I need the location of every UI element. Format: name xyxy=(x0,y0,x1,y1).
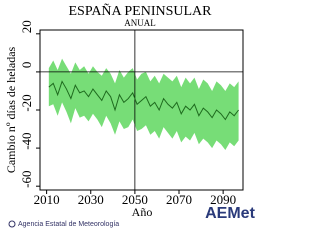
y-tick-label: 0 xyxy=(19,62,34,69)
chart-subtitle: ANUAL xyxy=(124,18,156,28)
x-axis-label: Año xyxy=(132,205,153,219)
band xyxy=(48,58,239,151)
x-tick-label: 2010 xyxy=(34,192,60,207)
footer-icon xyxy=(8,220,16,228)
y-axis-label: Cambio nº días de heladas xyxy=(4,46,18,173)
chart-title: ESPAÑA PENINSULAR xyxy=(68,3,212,19)
chart: ESPAÑA PENINSULAR ANUAL Cambio nº días d… xyxy=(4,3,256,228)
footer: Agencia Estatal de Meteorología xyxy=(18,221,119,228)
y-tick-label: -20 xyxy=(19,94,34,111)
y-tick-label: -60 xyxy=(19,171,34,188)
y-tick-label: -40 xyxy=(19,132,34,149)
x-tick-label: 2090 xyxy=(210,192,236,207)
logo: AEMet xyxy=(205,205,255,222)
y-tick-label: 20 xyxy=(19,20,34,33)
x-tick-label: 2030 xyxy=(78,192,104,207)
line xyxy=(48,80,239,121)
x-tick-label: 2070 xyxy=(166,192,192,207)
x-tick-label: 2050 xyxy=(122,192,148,207)
